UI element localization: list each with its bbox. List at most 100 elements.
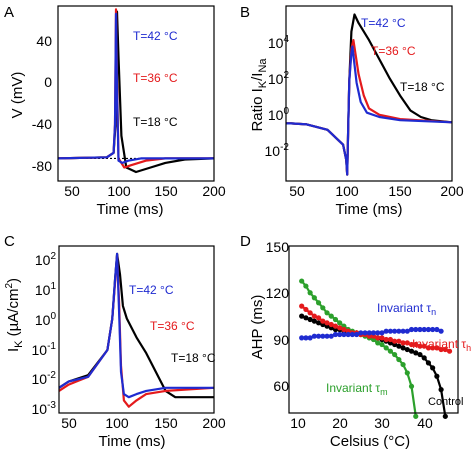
panel-d-series-invariant-m-point bbox=[383, 345, 389, 351]
panel-d-series-invariant-h-point bbox=[392, 338, 398, 344]
panel-d-traces bbox=[299, 278, 453, 419]
panel-d-ytick-90: 90 bbox=[273, 332, 289, 348]
panel-d-series-invariant-h-point bbox=[387, 336, 393, 343]
panel-b-label-36: T=36 °C bbox=[371, 44, 416, 58]
panel-d-series-control-point bbox=[303, 315, 309, 321]
panel-d-series-invariant-n-point bbox=[328, 333, 334, 339]
panel-d-series-invariant-h-point bbox=[311, 313, 317, 319]
panel-a-label-18: T=18 °C bbox=[133, 115, 178, 129]
panel-c-ytick-0: 100 bbox=[35, 311, 57, 328]
panel-d-series-invariant-n-point bbox=[438, 328, 444, 334]
panel-d-series-invariant-n-point bbox=[370, 330, 377, 336]
panel-d-series-control-point bbox=[438, 387, 444, 393]
panel-d-label-tau-h: Invariant τh bbox=[412, 337, 471, 353]
panel-b-letter: B bbox=[240, 4, 250, 21]
panel-b: B Ratio IK/INa 104 102 100 10-2 50 100 1… bbox=[240, 4, 464, 218]
panel-c-ytick-neg1: 10-1 bbox=[32, 341, 57, 358]
panel-d-series-invariant-n-point bbox=[400, 328, 406, 334]
panel-d-series-invariant-h-point bbox=[404, 340, 410, 346]
panel-c-ylabel: IK (µA/cm2) bbox=[4, 278, 25, 352]
panel-b-series-t-18-c-line bbox=[286, 13, 453, 176]
panel-d-series-invariant-n-point bbox=[320, 333, 326, 339]
panel-b-xtick-100: 100 bbox=[335, 183, 359, 199]
panel-c-ytick-2: 102 bbox=[35, 251, 57, 268]
panel-c-xtick-100: 100 bbox=[105, 415, 129, 431]
panel-d-series-invariant-n-point bbox=[311, 333, 317, 339]
panel-c-xtick-200: 200 bbox=[202, 415, 226, 431]
panel-d-series-invariant-h-point bbox=[375, 335, 381, 341]
panel-d-series-control-point bbox=[442, 413, 448, 419]
panel-d-series-invariant-h-point bbox=[396, 338, 402, 344]
panel-d-ytick-60: 60 bbox=[273, 378, 289, 394]
panel-d-series-invariant-n-point bbox=[408, 326, 415, 333]
panel-d-series-invariant-h-point bbox=[307, 310, 313, 316]
panel-d-series-invariant-n-point bbox=[299, 335, 305, 341]
panel-a-ytick-40: 40 bbox=[36, 33, 52, 49]
panel-d-series-invariant-m-point bbox=[375, 340, 381, 346]
panel-d-series-control-point bbox=[400, 345, 406, 351]
panel-c-xtick-150: 150 bbox=[154, 415, 178, 431]
panel-d-series-invariant-n-point bbox=[396, 328, 402, 334]
panel-d-series-invariant-m-point bbox=[315, 300, 322, 306]
panel-d-series-invariant-m-point bbox=[299, 278, 305, 284]
panel-d-series-invariant-n-point bbox=[417, 326, 423, 333]
panel-d-series-invariant-h-point bbox=[315, 315, 322, 321]
panel-b-series-t-42-c-line bbox=[286, 45, 453, 176]
panel-b-frame bbox=[285, 5, 453, 182]
panel-d-series-control-point bbox=[434, 373, 440, 379]
panel-d-label-control: Control bbox=[428, 396, 463, 408]
panel-a-xtick-200: 200 bbox=[202, 183, 226, 199]
panel-c-xlabel: Time (ms) bbox=[99, 433, 166, 450]
panel-d-label-tau-m: Invariant τm bbox=[326, 381, 388, 397]
panel-d-series-invariant-n-point bbox=[421, 326, 427, 333]
panel-d-series-invariant-h-point bbox=[324, 320, 330, 326]
panel-d-series-control-point bbox=[421, 355, 427, 361]
panel-d-series-invariant-h-point bbox=[299, 303, 305, 309]
panel-c-label-36: T=36 °C bbox=[150, 319, 195, 333]
panel-d-series-invariant-n-point bbox=[345, 331, 351, 338]
panel-b-xtick-150: 150 bbox=[388, 183, 412, 199]
panel-d-series-invariant-m-point bbox=[379, 341, 385, 348]
panel-d-yticks: 150 120 90 60 bbox=[266, 239, 290, 394]
panel-d-series-invariant-n-point bbox=[375, 330, 381, 336]
panel-d-series-control-point bbox=[299, 313, 305, 319]
panel-d-series-invariant-n-point bbox=[379, 330, 385, 336]
panel-a-ytick-0: 0 bbox=[44, 74, 52, 90]
panel-d-series-invariant-h-point bbox=[341, 326, 347, 333]
panel-d-series-invariant-n-point bbox=[362, 330, 368, 336]
panel-d-series-invariant-h-point bbox=[332, 323, 339, 329]
panel-b-xlabel: Time (ms) bbox=[336, 201, 403, 218]
panel-d-series-invariant-m-point bbox=[328, 313, 334, 319]
panel-d-xtick-20: 20 bbox=[332, 415, 348, 431]
panel-d-series-invariant-h-point bbox=[303, 306, 309, 313]
panel-d-series-invariant-h-point bbox=[383, 336, 389, 343]
panel-d-series-invariant-n-point bbox=[425, 326, 432, 333]
panel-c-label-42: T=42 °C bbox=[129, 283, 174, 297]
panel-b-series-t-36-c-line bbox=[286, 38, 453, 176]
panel-b-traces bbox=[286, 13, 453, 176]
panel-c: C IK (µA/cm2) 102 101 100 10-1 10-2 10-3… bbox=[4, 233, 226, 450]
panel-c-xtick-50: 50 bbox=[61, 415, 77, 431]
panel-d-series-invariant-m-point bbox=[392, 351, 398, 358]
panel-a-xlabel: Time (ms) bbox=[97, 201, 164, 218]
panel-d-series-control-point bbox=[396, 343, 402, 349]
panel-d-series-invariant-n-point bbox=[307, 335, 313, 341]
panel-d-series-control-point bbox=[430, 365, 436, 371]
panel-a-xticks: 50 100 150 200 bbox=[64, 183, 226, 199]
panel-d-ytick-120: 120 bbox=[266, 285, 290, 301]
panel-d-series-control-point bbox=[315, 320, 322, 326]
panel-d-series-invariant-m-point bbox=[400, 361, 406, 368]
panel-d-series-control-point bbox=[425, 360, 432, 366]
panel-a-label-36: T=36 °C bbox=[133, 71, 178, 85]
panel-d-series-invariant-n-point bbox=[404, 328, 410, 334]
panel-d-xtick-40: 40 bbox=[417, 415, 433, 431]
panel-d-series-invariant-h-point bbox=[320, 318, 326, 324]
panel-d-series-invariant-h-point bbox=[413, 341, 419, 348]
panel-d-series-control-point bbox=[307, 316, 313, 323]
panel-b-label-42: T=42 °C bbox=[361, 16, 406, 30]
svg-text:Ratio IK/INa: Ratio IK/INa bbox=[249, 58, 269, 132]
panel-c-ytick-neg2: 10-2 bbox=[32, 370, 57, 387]
panel-d-series-invariant-n-point bbox=[324, 333, 330, 339]
panel-d-series-control-point bbox=[311, 318, 317, 324]
